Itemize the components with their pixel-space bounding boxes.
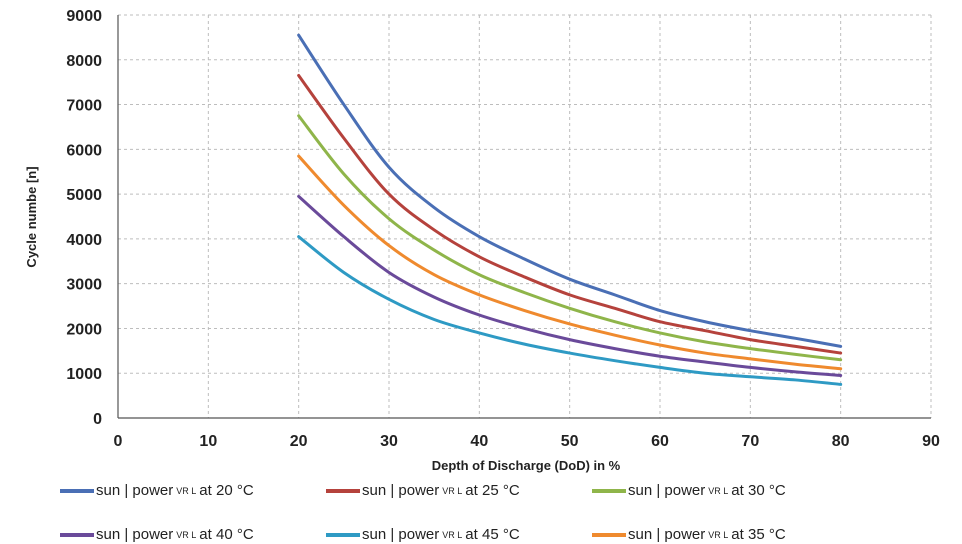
- legend-swatch: [592, 532, 626, 537]
- x-axis-label: Depth of Discharge (DoD) in %: [432, 458, 621, 473]
- x-tick-label: 60: [651, 433, 669, 450]
- y-tick-label: 4000: [66, 232, 102, 249]
- x-tick-label: 0: [114, 433, 123, 450]
- series-line-1: [297, 33, 843, 348]
- y-tick-label: 1000: [66, 366, 102, 383]
- x-tick-label: 90: [922, 433, 940, 450]
- legend-label-temp: at 45 °C: [465, 526, 520, 543]
- y-tick-label: 0: [93, 411, 102, 428]
- y-tick-label: 6000: [66, 142, 102, 159]
- legend-label-sub: VR L: [442, 529, 463, 540]
- legend-label-temp: at 35 °C: [731, 526, 786, 543]
- series-lines: [297, 33, 843, 386]
- legend-label-temp: at 30 °C: [731, 482, 786, 499]
- legend-label: sun | power: [96, 482, 174, 499]
- legend-label: sun | power: [96, 526, 174, 543]
- legend-label: sun | power: [362, 526, 440, 543]
- x-tick-label: 30: [380, 433, 398, 450]
- legend-swatch: [326, 532, 360, 537]
- y-tick-label: 8000: [66, 53, 102, 70]
- x-tick-label: 20: [290, 433, 308, 450]
- axes: [117, 15, 931, 419]
- legend-swatch: [326, 488, 360, 493]
- legend-label: sun | power: [628, 482, 706, 499]
- series-line-3: [297, 114, 843, 362]
- x-tick-label: 40: [470, 433, 488, 450]
- gridlines: [118, 14, 932, 418]
- legend-label: sun | power: [362, 482, 440, 499]
- x-tick-labels: 0 10 20 30 40 50 60 70 80 90: [114, 433, 940, 450]
- y-tick-label: 2000: [66, 321, 102, 338]
- legend-swatch: [60, 488, 94, 493]
- y-tick-labels: 0 1000 2000 3000 4000 5000 6000 7000 8000 9000: [66, 8, 102, 428]
- legend-swatch: [60, 532, 94, 537]
- x-tick-label: 80: [832, 433, 850, 450]
- legend-label-temp: at 40 °C: [199, 526, 254, 543]
- y-tick-label: 7000: [66, 98, 102, 115]
- legend-swatch: [592, 488, 626, 493]
- legend-label-sub: VR L: [442, 485, 463, 496]
- series-line-6: [297, 154, 843, 371]
- legend-label: sun | power: [628, 526, 706, 543]
- cycle-life-chart: 0 10 20 30 40 50 60 70 80 90 0 1000 2000 3000 4000 500…: [24, 8, 940, 473]
- legend-label-sub: VR L: [176, 529, 197, 540]
- y-tick-label: 9000: [66, 8, 102, 25]
- legend-label-sub: VR L: [176, 485, 197, 496]
- x-tick-label: 10: [199, 433, 217, 450]
- x-tick-label: 50: [561, 433, 579, 450]
- legend-label-sub: VR L: [708, 485, 729, 496]
- x-tick-label: 70: [741, 433, 759, 450]
- series-line-5: [297, 235, 843, 386]
- series-line-4: [297, 194, 843, 377]
- legend-label-temp: at 25 °C: [465, 482, 520, 499]
- y-axis-label: Cycle numbe [n]: [24, 166, 39, 267]
- series-line-2: [297, 73, 843, 355]
- y-tick-label: 3000: [66, 277, 102, 294]
- legend-label-sub: VR L: [708, 529, 729, 540]
- legend-label-temp: at 20 °C: [199, 482, 254, 499]
- y-tick-label: 5000: [66, 187, 102, 204]
